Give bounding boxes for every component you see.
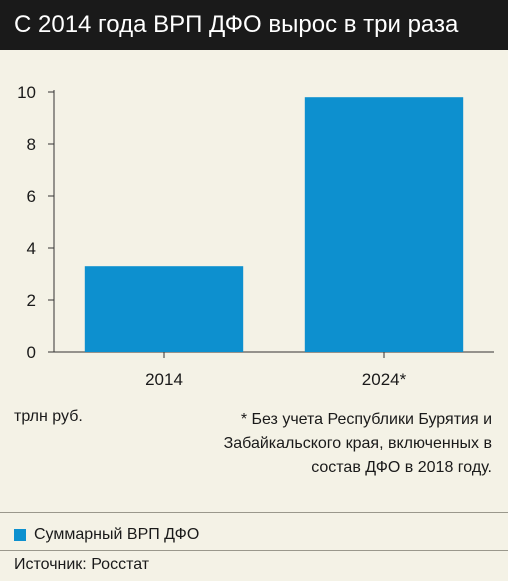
- source-divider: [0, 550, 508, 551]
- legend-label: Суммарный ВРП ДФО: [34, 526, 200, 543]
- y-tick-label: 2: [27, 291, 36, 310]
- bar-2014: [84, 266, 244, 352]
- source-text: Источник: Росстат: [14, 556, 150, 573]
- legend-divider: [0, 512, 508, 513]
- y-tick-label: 6: [27, 187, 36, 206]
- y-tick-label: 8: [27, 135, 36, 154]
- bar-2024: [304, 97, 464, 352]
- x-tick-label: 2014: [145, 370, 183, 389]
- footnote: * Без учета Республики Бурятия и Забайка…: [223, 411, 492, 476]
- x-axis-labels: 2014 2024*: [145, 352, 407, 389]
- bar-chart: 0 2 4 6 8 10 2014 2024*: [17, 83, 494, 389]
- y-tick-label: 10: [17, 83, 36, 102]
- y-tick-label: 0: [27, 343, 36, 362]
- x-tick-label: 2024*: [362, 370, 407, 389]
- legend-swatch: [14, 529, 26, 541]
- unit-label: трлн руб.: [14, 408, 83, 425]
- y-axis-ticks: 0 2 4 6 8 10: [17, 83, 54, 362]
- y-tick-label: 4: [27, 239, 36, 258]
- legend: Суммарный ВРП ДФО: [14, 524, 199, 546]
- chart-title: С 2014 года ВРП ДФО вырос в три раза: [0, 0, 508, 50]
- bars: [84, 97, 464, 352]
